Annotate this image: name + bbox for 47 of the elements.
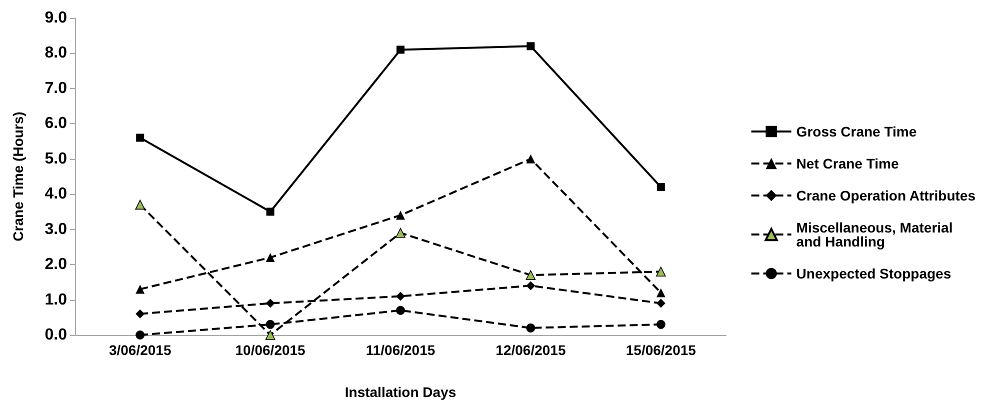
legend-label: Miscellaneous, Material and Handling — [796, 220, 953, 250]
point — [266, 253, 275, 262]
y-tick-label: 4.0 — [44, 186, 68, 203]
x-axis-title: Installation Days — [344, 384, 456, 400]
point — [526, 281, 536, 290]
point — [396, 306, 405, 315]
point — [656, 266, 666, 276]
y-tick-label: 9.0 — [44, 10, 68, 26]
point — [136, 284, 145, 294]
point — [656, 320, 666, 329]
point — [135, 200, 145, 210]
x-tick-label: 11/06/2015 — [366, 342, 436, 358]
legend-label: Gross Crane Time — [796, 124, 917, 140]
point — [266, 298, 275, 308]
point — [526, 323, 536, 332]
point — [266, 320, 275, 329]
y-tick-label: 7.0 — [44, 80, 68, 97]
point — [526, 42, 535, 50]
point — [396, 292, 405, 301]
y-tick-label: 6.0 — [44, 115, 68, 132]
point — [656, 298, 666, 308]
x-tick-label: 10/06/2015 — [235, 342, 306, 358]
y-tick-label: 5.0 — [44, 150, 68, 168]
point — [656, 183, 665, 192]
point — [136, 134, 144, 142]
x-tick-label: 3/06/2015 — [108, 342, 172, 358]
point — [396, 228, 406, 238]
point — [266, 208, 274, 216]
legend-label: Unexpected Stoppages — [796, 266, 952, 282]
point — [526, 154, 536, 164]
legend-label: Crane Operation Attributes — [796, 188, 976, 204]
y-axis-title: Crane Time (Hours) — [10, 112, 26, 242]
point — [265, 330, 276, 340]
point — [526, 270, 536, 280]
y-tick-label: 1.0 — [44, 291, 68, 308]
x-tick-label: 12/06/2015 — [496, 342, 566, 358]
y-tick-label: 2.0 — [44, 256, 68, 274]
point — [656, 288, 666, 298]
legend-label: Net Crane Time — [796, 156, 899, 172]
y-tick-label: 3.0 — [44, 220, 68, 238]
point — [396, 46, 404, 54]
point — [396, 210, 405, 220]
point — [136, 330, 145, 340]
y-tick-label: 0.0 — [44, 326, 68, 344]
x-tick-label: 15/06/2015 — [626, 342, 696, 358]
point — [136, 309, 145, 318]
y-tick-label: 8.0 — [44, 44, 68, 62]
